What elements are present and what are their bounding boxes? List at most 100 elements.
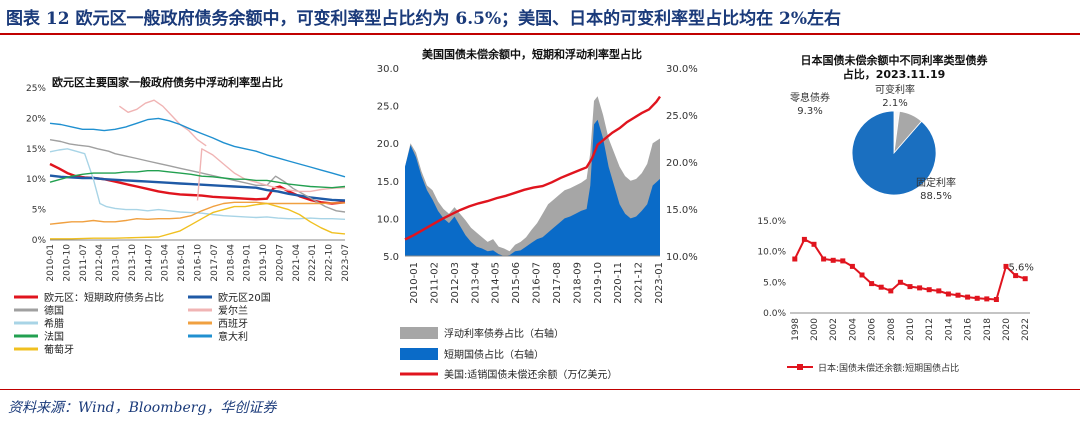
chart1-xtick: 2013-10 [128,244,138,282]
chart1-xtick: 2020-07 [275,244,285,282]
chart1-legend-label: 法国 [44,330,64,343]
chart2-xtick: 2013-04 [470,262,481,304]
chart4-point-marker [801,236,807,242]
chart2-yleft-tick: 30.0 [377,64,399,75]
chart4-point-marker [869,281,875,287]
chart1-ytick: 15% [26,145,46,155]
chart2-legend-swatch [400,327,438,339]
source-note: 资料来源：Wind，Bloomberg，华创证券 [8,400,277,416]
chart4-legend-marker [797,364,803,370]
chart2-yleft-tick: 25.0 [377,102,399,113]
chart2-yleft-tick: 10.0 [377,214,399,225]
chart1-legend-label: 欧元区：短期政府债务占比 [44,291,164,304]
chart2-xtick: 2019-10 [593,262,604,304]
chart4-point-marker [888,288,894,294]
chart4-point-marker [974,295,980,301]
chart3-title-line2: 占比，2023.11.19 [843,67,946,81]
chart4-point-marker [792,256,798,262]
chart2-xtick: 2011-02 [429,262,440,304]
chart1-ytick: 10% [26,175,46,185]
chart1-legend-label: 德国 [44,304,64,317]
chart2-xtick: 2016-07 [532,262,543,304]
chart4-xtick: 2002 [829,318,839,341]
chart1-xtick: 2016-01 [177,244,187,282]
chart1-xtick: 2010-10 [62,244,72,282]
chart2-red-line [404,95,661,241]
chart4-xtick: 2022 [1021,318,1031,341]
chart4-point-marker [859,272,865,278]
chart4-point-marker [984,296,990,302]
chart1-xtick: 2019-01 [243,244,253,282]
chart2-blue-area [405,119,660,256]
chart2-yleft-tick: 5.0 [383,252,399,263]
chart3-slice-label: 固定利率 [916,176,956,189]
chart2-xtick: 2018-09 [572,262,583,304]
chart4-point-marker [878,284,884,290]
chart1-xtick: 2022-10 [325,244,335,282]
chart1-legend-label: 欧元区20国 [218,292,271,304]
chart3-slice-value: 88.5% [920,191,952,202]
chart1-series-line [196,148,346,201]
chart2-yright-tick: 10.0% [666,252,698,263]
chart4-ytick: 15.0% [757,217,786,227]
chart1-series-line [49,148,346,220]
chart2-legend-swatch [400,348,438,360]
chart3-slice-label: 零息债券 [790,91,830,104]
chart4-point-marker [849,263,855,269]
chart4-point-marker [993,297,999,302]
chart4-point-marker [897,279,903,285]
chart1-series-line [49,117,346,178]
chart4-series-line [793,238,1026,301]
chart4-xtick: 1998 [791,318,801,341]
chart1-xtick: 2011-07 [79,244,89,282]
chart2-yright-tick: 15.0% [666,205,698,216]
chart1-xtick: 2014-07 [144,244,154,282]
chart2-legend-label: 短期国债占比（右轴） [444,348,544,361]
chart4-point-marker [936,288,942,294]
chart2-yright-tick: 30.0% [666,64,698,75]
chart1-legend-label: 希腊 [44,317,64,330]
chart4-xtick: 2000 [810,318,820,341]
chart1-legend-label: 葡萄牙 [44,343,74,356]
chart1-xtick: 2019-10 [259,244,269,282]
chart2-legend-label: 浮动利率债券占比（右轴） [444,327,564,340]
chart4-point-marker [840,258,846,264]
chart1-legend-label: 西班牙 [218,318,248,330]
chart1-xtick: 2016-10 [194,244,204,282]
chart1-series-line [49,139,346,213]
chart4-ytick: 10.0% [757,248,786,258]
chart3-title-line1: 日本国债未偿余额中不同利率类型债券 [801,53,989,67]
chart2-xtick: 2023-01 [654,262,665,304]
chart2-xtick: 2014-05 [491,262,502,304]
chart1-xtick: 2012-04 [95,244,105,282]
chart1-xtick: 2013-01 [112,244,122,282]
figure-title: 图表 12 欧元区一般政府债务余额中，可变利率型占比约为 6.5%；美国、日本的… [6,9,842,29]
chart3-pie-slice [851,110,937,196]
chart3-slice-label: 可变利率 [875,83,915,96]
chart1-ytick: 20% [26,114,46,124]
bottom-divider [0,389,1080,390]
chart1-series-line [49,170,346,189]
top-divider [0,33,1080,35]
chart2-xtick: 2012-03 [450,262,461,304]
chart1-ytick: 5% [32,206,47,216]
chart1-series-line [118,99,207,147]
chart1-title: 欧元区主要国家一般政府债务中浮动利率型占比 [52,75,283,89]
chart4-point-marker [917,285,923,291]
chart4-point-marker [1003,263,1009,269]
chart4-xtick: 2014 [944,318,954,341]
chart4-point-marker [1022,276,1028,282]
chart2-yleft-tick: 15.0 [377,177,399,188]
chart1-legend-label: 意大利 [218,330,248,343]
chart4-xtick: 2004 [848,318,858,341]
chart1-xtick: 2017-07 [210,244,220,282]
chart2-xtick: 2010-01 [409,262,420,304]
chart2-xtick: 2017-08 [552,262,563,304]
chart4-point-marker [830,257,836,263]
chart1-series-line [50,202,346,240]
chart4-ytick: 5.0% [763,278,786,288]
chart1-series-line [49,201,345,225]
chart1-xtick: 2018-04 [226,244,236,282]
chart4-legend-label: 日本:国债未偿还余额:短期国债占比 [818,362,959,374]
